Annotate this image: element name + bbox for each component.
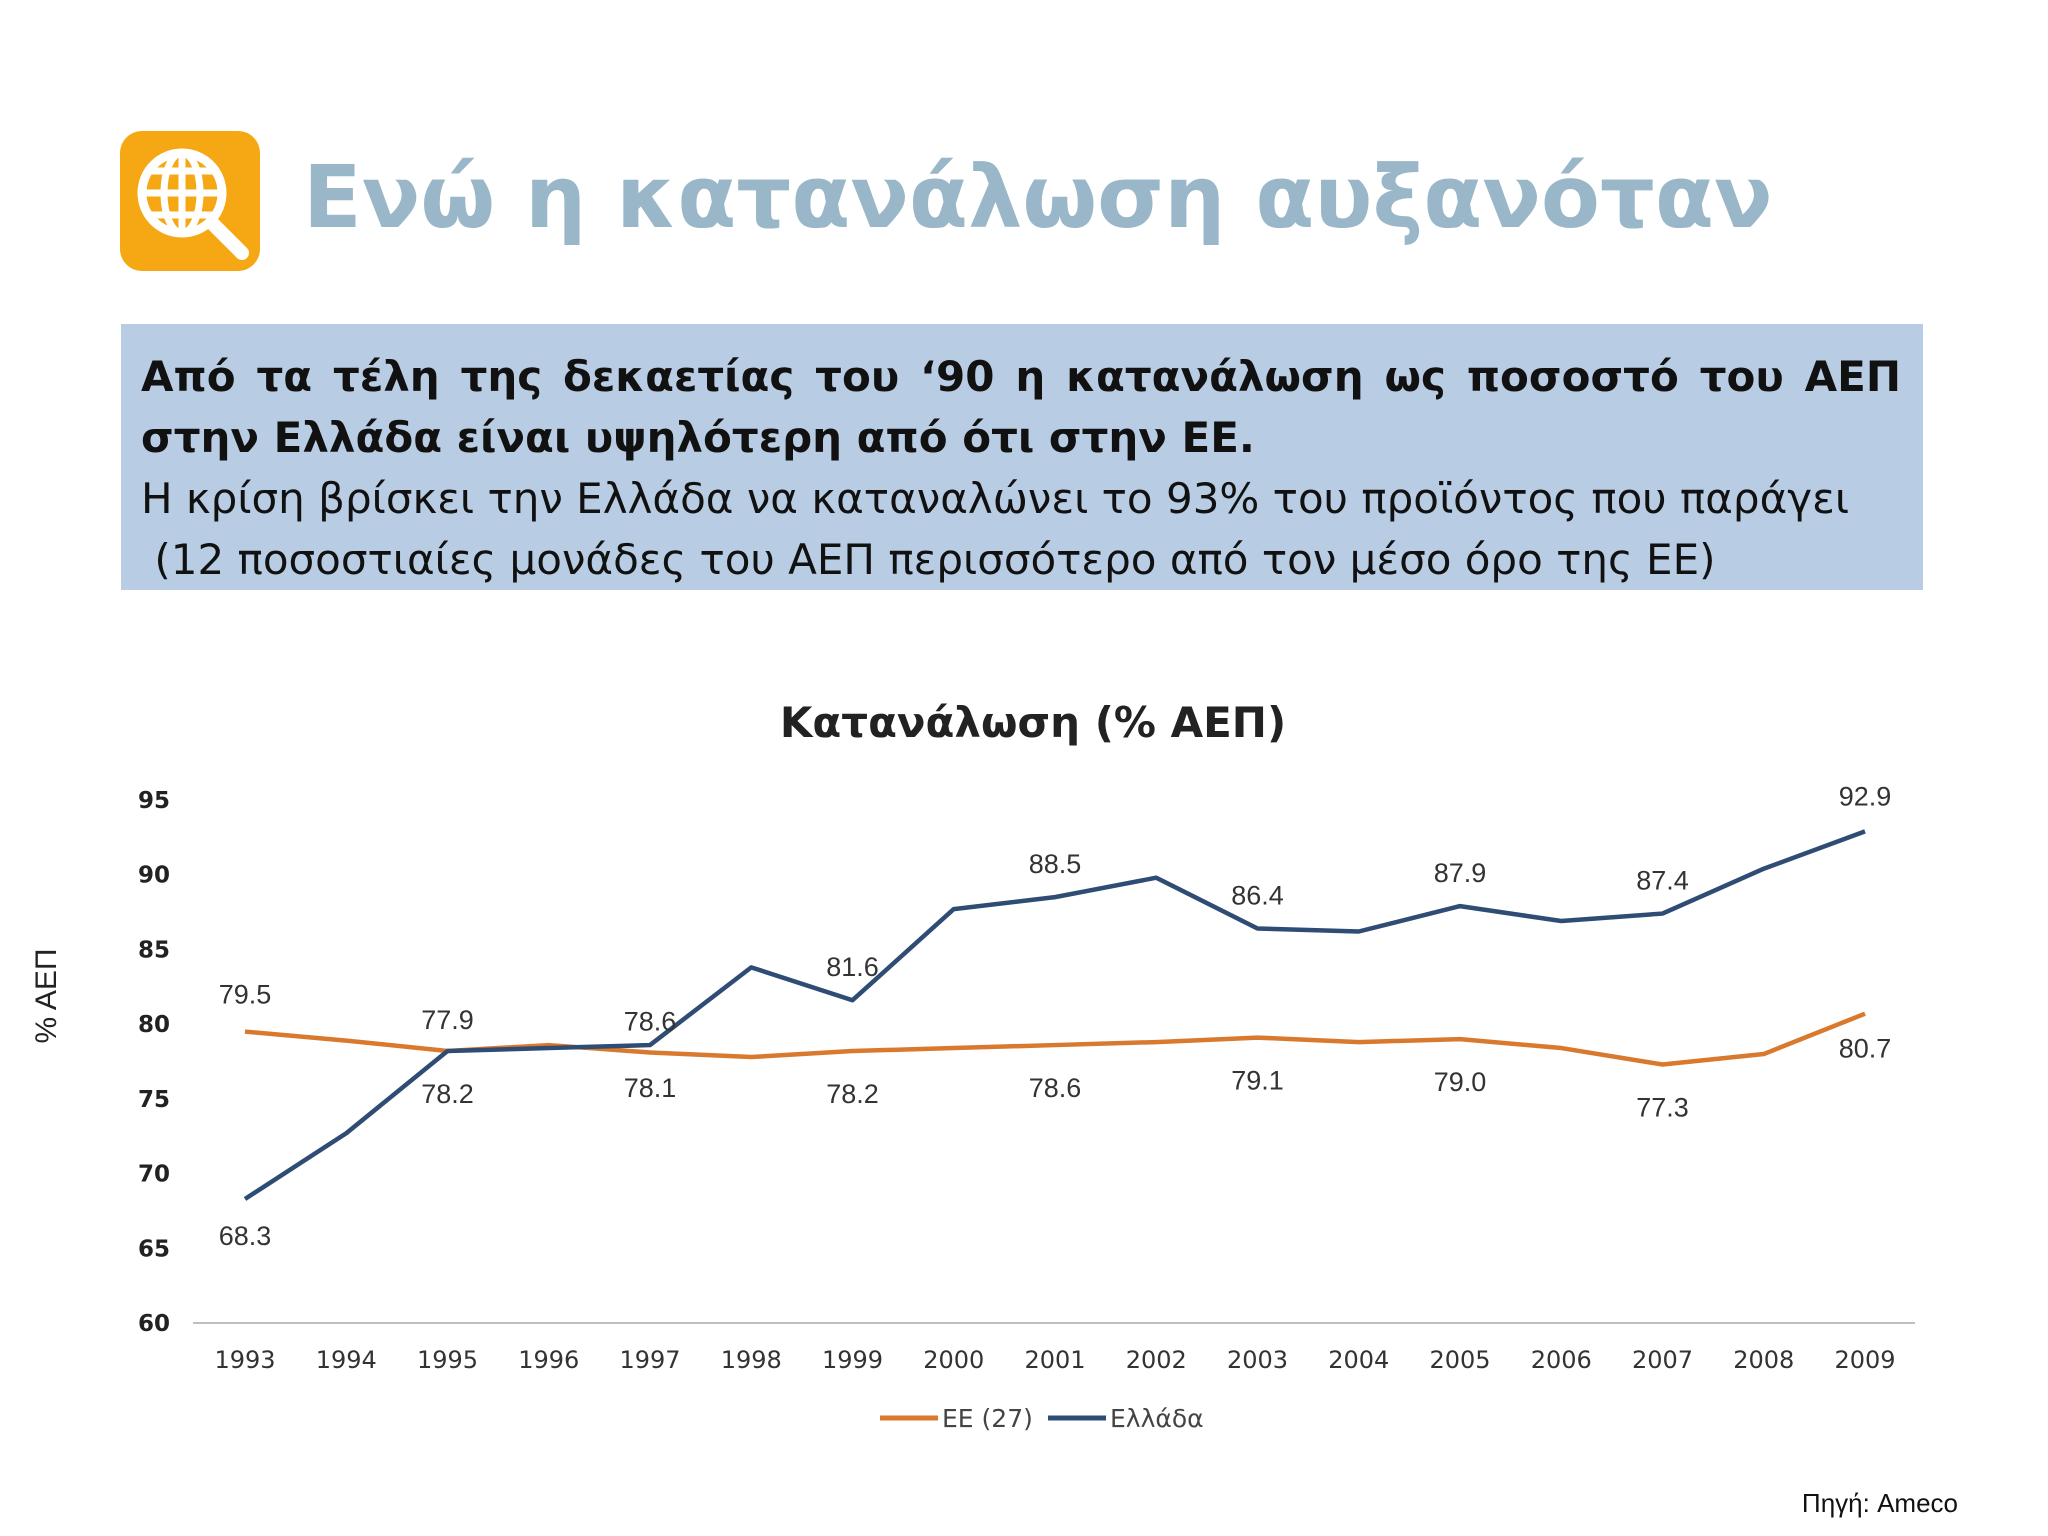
summary-box: Από τα τέλη της δεκαετίας του ‘90 η κατα…: [121, 324, 1923, 590]
x-tick-label: 2006: [1531, 1346, 1592, 1374]
x-tick-label: 2008: [1733, 1346, 1794, 1374]
series-line: [243, 829, 1866, 1201]
data-label: 78.2: [826, 1079, 879, 1109]
data-label: 78.2: [421, 1079, 474, 1109]
summary-line-2: Η κρίση βρίσκει την Ελλάδα να καταναλώνε…: [141, 474, 1850, 523]
data-label: 78.1: [624, 1073, 677, 1103]
x-tick-label: 2000: [923, 1346, 984, 1374]
y-tick-label: 90: [138, 863, 170, 889]
globe-search-icon: [120, 131, 260, 271]
chart-title: Κατανάλωση (% ΑΕΠ): [780, 698, 1286, 747]
x-tick-label: 1999: [822, 1346, 883, 1374]
x-tick-label: 1994: [316, 1346, 377, 1374]
x-tick-label: 2004: [1328, 1346, 1389, 1374]
x-tick-label: 2002: [1126, 1346, 1187, 1374]
summary-line-3: (12 ποσοστιαίες μονάδες του ΑΕΠ περισσότ…: [141, 535, 1716, 584]
y-tick-label: 80: [138, 1012, 170, 1038]
x-tick-label: 2005: [1429, 1346, 1490, 1374]
x-tick-label: 1996: [518, 1346, 579, 1374]
data-label: 68.3: [219, 1221, 272, 1251]
legend-label: ΕΕ (27): [942, 1404, 1033, 1433]
y-tick-label: 85: [138, 937, 170, 963]
data-label: 78.6: [624, 1007, 677, 1037]
data-label: 79.0: [1434, 1067, 1487, 1097]
series-lines: [243, 829, 1866, 1201]
x-tick-label: 2001: [1024, 1346, 1085, 1374]
x-tick-label: 1995: [417, 1346, 478, 1374]
data-label: 86.4: [1231, 881, 1284, 911]
x-tick-label: 1998: [721, 1346, 782, 1374]
x-tick-label: 2003: [1227, 1346, 1288, 1374]
data-label: 77.9: [421, 1005, 474, 1035]
y-axis-label: % ΑΕΠ: [30, 948, 63, 1043]
slide-title: Ενώ η κατανάλωση αυξανόταν: [303, 148, 1773, 248]
data-label: 78.6: [1029, 1073, 1082, 1103]
data-label: 79.5: [219, 980, 272, 1010]
consumption-line-chart: Κατανάλωση (% ΑΕΠ) % ΑΕΠ 60 65 70 75 80 85 90 9…: [30, 698, 1915, 1433]
y-tick-label: 70: [138, 1162, 170, 1188]
summary-bold-text: Από τα τέλη της δεκαετίας του ‘90 η κατα…: [141, 352, 1901, 462]
x-tick-label: 2007: [1632, 1346, 1693, 1374]
data-label: 79.1: [1231, 1066, 1284, 1096]
y-axis-ticks: 60 65 70 75 80 85 90 95: [138, 788, 170, 1337]
x-tick-label: 2009: [1834, 1346, 1895, 1374]
data-label: 81.6: [826, 952, 879, 982]
data-label: 87.4: [1636, 866, 1689, 896]
y-tick-label: 60: [138, 1311, 170, 1337]
x-tick-label: 1993: [214, 1346, 275, 1374]
source-note: Πηγή: Ameco: [1801, 1488, 1958, 1518]
data-label: 80.7: [1839, 1034, 1892, 1064]
y-tick-label: 75: [138, 1087, 170, 1113]
data-labels: 68.3 78.2 78.1 81.6 88.5 86.4 87.9 87.4 92.9 79.5…: [219, 781, 1892, 1251]
x-axis-ticks: 1993 1994 1995 1996 1997 1998 1999 2000 2001 2002…: [214, 1346, 1895, 1374]
chart-legend: ΕΕ (27) Ελλάδα: [880, 1404, 1204, 1433]
data-label: 77.3: [1636, 1092, 1689, 1122]
legend-label: Ελλάδα: [1110, 1404, 1204, 1433]
y-tick-label: 65: [138, 1236, 170, 1262]
x-tick-label: 1997: [619, 1346, 680, 1374]
y-tick-label: 95: [138, 788, 170, 814]
data-label: 87.9: [1434, 858, 1487, 888]
series-line: [244, 1011, 1866, 1067]
data-label: 88.5: [1029, 849, 1082, 879]
data-label: 92.9: [1839, 781, 1892, 811]
